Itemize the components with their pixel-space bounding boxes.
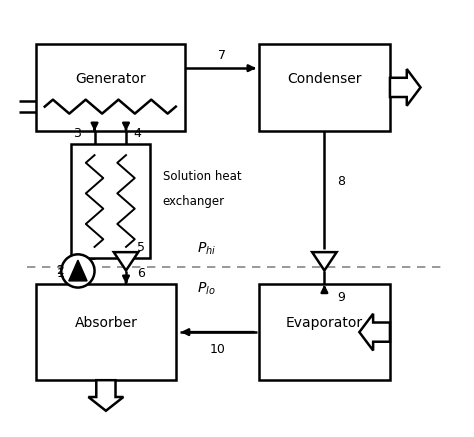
Text: 10: 10	[210, 343, 225, 356]
Text: Solution heat: Solution heat	[163, 170, 241, 183]
Text: 3: 3	[73, 127, 81, 140]
Text: $P_{lo}$: $P_{lo}$	[197, 280, 216, 297]
Bar	[259, 284, 390, 380]
Polygon shape	[312, 252, 337, 271]
Bar	[259, 44, 390, 131]
Text: 9: 9	[337, 291, 346, 304]
Text: $P_{hi}$: $P_{hi}$	[197, 241, 216, 257]
Text: 7: 7	[218, 49, 226, 62]
Text: 6: 6	[137, 267, 145, 280]
Circle shape	[61, 254, 94, 288]
Polygon shape	[69, 260, 87, 281]
Text: exchanger: exchanger	[163, 194, 225, 208]
Text: Evaporator: Evaporator	[286, 316, 363, 330]
Polygon shape	[114, 252, 138, 271]
Text: Generator: Generator	[75, 72, 146, 86]
Text: 2: 2	[56, 264, 64, 277]
Text: 4: 4	[133, 127, 141, 140]
Bar	[36, 44, 184, 131]
Bar	[71, 144, 150, 258]
Text: Absorber: Absorber	[74, 316, 137, 330]
Text: 1: 1	[56, 267, 64, 280]
Text: Condenser: Condenser	[287, 72, 362, 86]
Text: 8: 8	[337, 175, 346, 188]
Polygon shape	[89, 380, 123, 411]
Text: 5: 5	[137, 241, 145, 254]
Polygon shape	[359, 314, 390, 350]
Polygon shape	[390, 69, 420, 106]
Bar	[36, 284, 176, 380]
